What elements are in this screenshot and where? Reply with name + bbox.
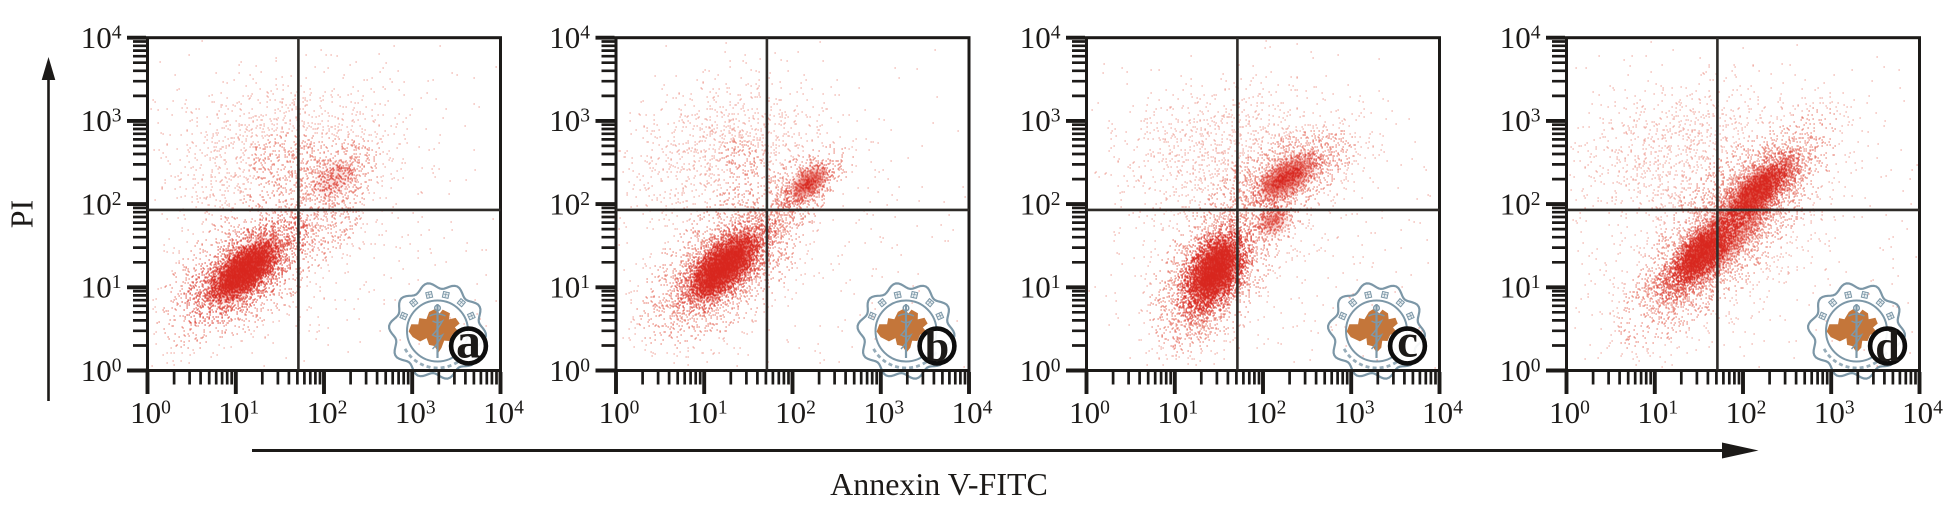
svg-text:Annexin V-FITC: Annexin V-FITC [830,466,1048,502]
svg-text:a: a [456,313,481,369]
svg-text:103: 103 [863,395,904,430]
svg-text:PI: PI [4,200,40,228]
svg-text:d: d [1875,322,1899,371]
svg-text:100: 100 [130,395,171,430]
svg-text:104: 104 [1500,20,1541,55]
svg-text:b: b [925,322,949,371]
svg-text:101: 101 [1637,395,1678,430]
svg-text:c: c [1397,316,1418,368]
svg-text:101: 101 [549,270,590,305]
svg-text:101: 101 [1020,270,1061,305]
